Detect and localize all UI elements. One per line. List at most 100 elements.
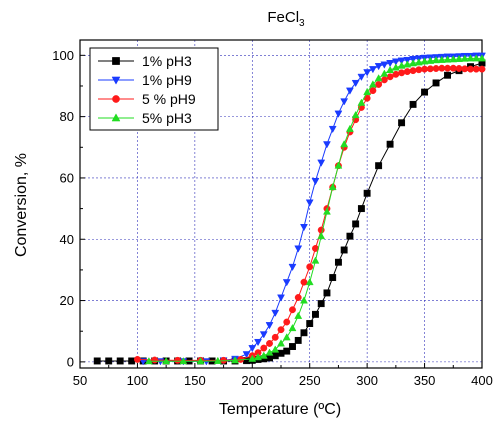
legend-label: 5% pH3	[142, 110, 192, 126]
data-point	[317, 231, 326, 240]
data-point	[266, 354, 273, 362]
data-point	[144, 357, 153, 365]
data-point	[437, 55, 446, 63]
legend: 1% pH3 1% pH9 5 % pH9 5% pH3	[89, 47, 219, 131]
data-point	[151, 356, 159, 364]
data-point	[426, 65, 434, 73]
data-point	[449, 64, 457, 72]
data-point	[369, 87, 377, 95]
data-point	[345, 124, 354, 132]
data-point	[449, 55, 458, 63]
data-point	[357, 205, 365, 213]
data-point	[363, 87, 372, 96]
data-point	[386, 60, 395, 68]
y-tick-label: 0	[67, 354, 74, 369]
data-point	[242, 351, 251, 359]
legend-marker	[112, 95, 120, 103]
x-axis-label: Temperature (ºC)	[219, 401, 341, 418]
data-point	[328, 182, 337, 191]
data-point	[374, 63, 383, 71]
data-point	[432, 56, 440, 64]
y-tick-label: 100	[52, 48, 74, 63]
data-point	[300, 296, 308, 304]
data-point	[294, 294, 302, 301]
data-point	[294, 336, 302, 344]
x-tick-label: 50	[73, 373, 87, 388]
chart-title-main: FeCl	[267, 9, 299, 26]
data-point	[472, 65, 480, 73]
data-point	[312, 310, 319, 318]
data-point	[346, 232, 354, 240]
x-tick-label: 150	[184, 373, 206, 388]
legend-marker	[111, 76, 121, 85]
data-point	[368, 80, 377, 88]
data-point	[414, 58, 423, 66]
data-point	[438, 64, 446, 72]
data-point	[289, 343, 296, 350]
data-point	[409, 100, 417, 108]
data-point	[162, 357, 171, 365]
data-point	[328, 125, 337, 134]
data-point	[461, 65, 469, 73]
data-point	[266, 340, 273, 347]
x-tick-label: 400	[471, 373, 493, 388]
data-point	[391, 63, 400, 71]
data-point	[271, 345, 280, 353]
data-point	[380, 61, 389, 69]
data-point	[443, 55, 452, 63]
data-point	[352, 220, 360, 228]
data-point	[300, 278, 308, 286]
data-point	[421, 65, 429, 73]
data-point	[306, 320, 314, 328]
data-point	[415, 66, 423, 74]
data-point	[311, 178, 320, 186]
data-point	[282, 333, 291, 341]
data-point	[271, 309, 280, 318]
data-point	[392, 70, 400, 78]
x-tick-label: 100	[127, 373, 149, 388]
data-point	[300, 329, 308, 337]
data-point	[311, 256, 320, 264]
data-point	[403, 60, 412, 68]
data-point	[345, 87, 354, 95]
legend-marker	[112, 57, 120, 65]
data-point	[254, 338, 262, 347]
data-point	[289, 306, 296, 314]
data-point	[277, 294, 285, 302]
data-point	[386, 65, 395, 74]
data-point	[283, 318, 291, 326]
chart-title: FeCl3	[267, 9, 305, 29]
data-point	[357, 98, 366, 106]
data-point	[368, 66, 377, 74]
data-point	[432, 65, 440, 72]
data-point	[133, 355, 141, 363]
data-point	[455, 65, 463, 72]
data-point	[351, 79, 360, 88]
data-point	[460, 54, 469, 62]
x-tick-label: 350	[414, 373, 436, 388]
data-point	[254, 353, 262, 361]
data-point	[300, 224, 308, 232]
y-tick-label: 80	[60, 109, 74, 124]
data-point	[248, 354, 257, 362]
data-point	[294, 311, 303, 319]
data-point	[213, 356, 222, 364]
data-point	[259, 331, 268, 339]
data-point	[334, 110, 343, 118]
data-point	[420, 57, 429, 65]
data-point	[467, 65, 474, 73]
data-point	[444, 71, 451, 79]
data-point	[282, 279, 291, 287]
data-point	[386, 140, 394, 148]
y-tick-label: 40	[60, 232, 74, 247]
data-point	[455, 54, 463, 62]
data-point	[128, 357, 136, 365]
data-point	[317, 159, 326, 167]
data-point	[386, 73, 394, 81]
data-point	[421, 88, 429, 96]
data-point	[265, 348, 274, 356]
data-point	[334, 161, 343, 169]
data-point	[340, 98, 349, 106]
data-point	[478, 54, 486, 62]
data-point	[323, 289, 331, 297]
